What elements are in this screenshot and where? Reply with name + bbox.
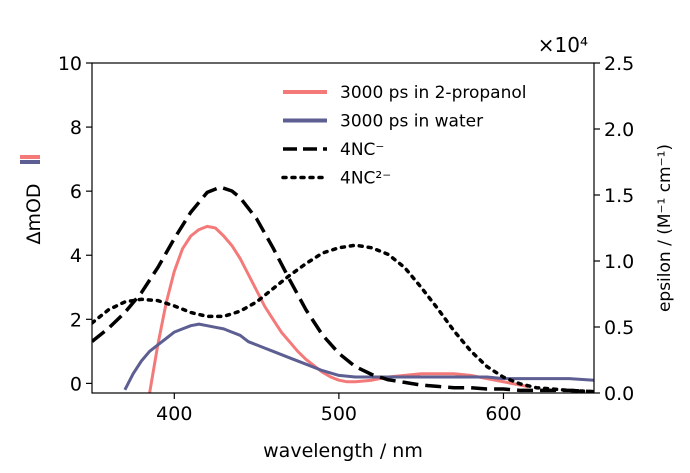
plot-frame <box>91 62 595 394</box>
series-line-4 <box>92 243 594 393</box>
y-left-series-marker <box>20 155 40 164</box>
left-axis-swatch-propanol <box>20 155 40 159</box>
legend-label-1: 3000 ps in 2-propanol <box>340 83 527 103</box>
y-left-axis-title: ΔmOD <box>23 183 45 244</box>
right-axis-multiplier: ×10⁴ <box>538 33 588 57</box>
ticks-layer: 400 500 600 0 2 4 6 8 10 0.0 0.5 1.0 1.5 2.0 2.5 <box>58 53 634 425</box>
y-left-tick-label: 6 <box>70 181 82 203</box>
y-right-axis-title: epsilon / (M⁻¹ cm⁻¹) <box>655 144 675 312</box>
x-tick-label: 600 <box>485 403 521 425</box>
y-right-tick-label: 0.5 <box>604 317 634 339</box>
legend-label-3: 4NC⁻ <box>340 140 384 160</box>
series-line-3 <box>92 185 594 393</box>
legend: 3000 ps in 2-propanol 3000 ps in water 4NC… <box>281 83 527 189</box>
series-line-1 <box>148 224 529 393</box>
y-left-tick-label: 2 <box>70 309 82 331</box>
y-left-tick-label: 0 <box>70 373 82 395</box>
y-left-tick-label: 4 <box>70 245 82 267</box>
x-tick-label: 400 <box>156 403 192 425</box>
y-right-tick-label: 1.5 <box>604 185 634 207</box>
x-tick-label: 500 <box>321 403 357 425</box>
y-right-tick-label: 1.0 <box>604 251 634 273</box>
legend-label-4: 4NC²⁻ <box>340 169 391 189</box>
y-right-tick-label: 2.5 <box>604 53 634 75</box>
y-left-tick-label: 8 <box>70 117 82 139</box>
y-right-tick-label: 2.0 <box>604 119 634 141</box>
series-layer <box>92 185 594 393</box>
series-line-2 <box>123 322 594 391</box>
left-axis-swatch-water <box>20 160 40 164</box>
y-left-tick-label: 10 <box>58 53 82 75</box>
y-right-tick-label: 0.0 <box>604 383 634 405</box>
legend-label-2: 3000 ps in water <box>340 112 483 132</box>
x-axis-title: wavelength / nm <box>263 440 423 462</box>
